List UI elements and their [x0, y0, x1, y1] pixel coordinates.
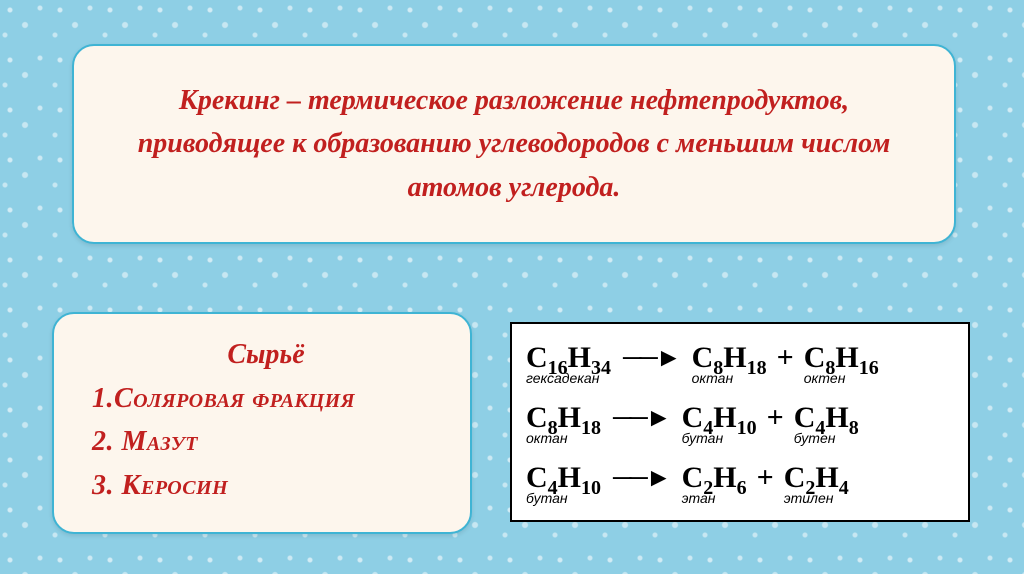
- definition-text: Крекинг – термическое разложение нефтепр…: [124, 79, 904, 209]
- species-label: бутан: [682, 431, 724, 446]
- raw-materials-item: 2. Мазут: [92, 420, 440, 463]
- product: C8H16 октен: [804, 342, 879, 386]
- raw-materials-card: Сырьё 1.Соляровая фракция 2. Мазут 3. Ке…: [52, 312, 472, 534]
- species-label: октен: [804, 371, 846, 386]
- species-label: бутен: [794, 431, 836, 446]
- formula: C4H10: [526, 462, 601, 494]
- reactions-panel: C16H34 гексадекан ──► C8H18 октан + C8H1…: [510, 322, 970, 522]
- formula: C16H34: [526, 342, 611, 374]
- product: C2H6 этан: [682, 462, 747, 506]
- formula: C2H4: [784, 462, 849, 494]
- reaction-row: C8H18 октан ──► C4H10 бутан + C4H8 бутен: [526, 402, 954, 446]
- species-label: октан: [526, 431, 568, 446]
- reaction-row: C16H34 гексадекан ──► C8H18 октан + C8H1…: [526, 342, 954, 386]
- formula: C8H18: [692, 342, 767, 374]
- species-label: бутан: [526, 491, 568, 506]
- raw-materials-item: 3. Керосин: [92, 464, 440, 507]
- product: C4H8 бутен: [794, 402, 859, 446]
- plus-icon: +: [777, 342, 794, 374]
- formula: C4H10: [682, 402, 757, 434]
- raw-materials-title: Сырьё: [92, 339, 440, 371]
- species-label: этилен: [784, 491, 834, 506]
- plus-icon: +: [767, 402, 784, 434]
- plus-icon: +: [757, 462, 774, 494]
- reactant: C16H34 гексадекан: [526, 342, 611, 386]
- product: C8H18 октан: [692, 342, 767, 386]
- arrow-icon: ──►: [611, 462, 672, 491]
- product: C4H10 бутан: [682, 402, 757, 446]
- arrow-icon: ──►: [611, 402, 672, 431]
- formula: C4H8: [794, 402, 859, 434]
- formula: C8H18: [526, 402, 601, 434]
- reactant: C4H10 бутан: [526, 462, 601, 506]
- product: C2H4 этилен: [784, 462, 849, 506]
- species-label: этан: [682, 491, 716, 506]
- reaction-row: C4H10 бутан ──► C2H6 этан + C2H4 этилен: [526, 462, 954, 506]
- raw-materials-item: 1.Соляровая фракция: [92, 377, 440, 420]
- reactant: C8H18 октан: [526, 402, 601, 446]
- species-label: гексадекан: [526, 371, 599, 386]
- arrow-icon: ──►: [621, 342, 682, 371]
- formula: C2H6: [682, 462, 747, 494]
- definition-card: Крекинг – термическое разложение нефтепр…: [72, 44, 956, 244]
- species-label: октан: [692, 371, 734, 386]
- formula: C8H16: [804, 342, 879, 374]
